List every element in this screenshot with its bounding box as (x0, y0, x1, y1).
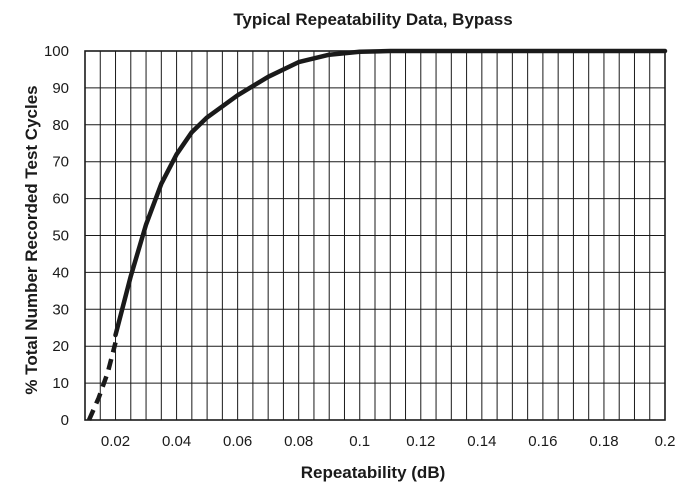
y-tick-label: 100 (44, 43, 69, 60)
y-tick-label: 70 (52, 154, 69, 171)
x-tick-label: 0.08 (284, 433, 313, 450)
y-tick-label: 30 (52, 301, 69, 318)
series-layer (86, 48, 668, 421)
y-axis-label: % Total Number Recorded Test Cycles (22, 85, 41, 394)
y-tick-label: 10 (52, 375, 69, 392)
y-tick-label: 60 (52, 191, 69, 208)
series-line-dashed (86, 341, 118, 421)
x-tick-label: 0.2 (655, 433, 676, 450)
x-axis-label: Repeatability (dB) (301, 463, 446, 482)
y-tick-label: 20 (52, 338, 69, 355)
y-tick-label: 80 (52, 117, 69, 134)
chart-title: Typical Repeatability Data, Bypass (233, 10, 512, 29)
x-tick-label: 0.06 (223, 433, 252, 450)
x-tick-label: 0.02 (101, 433, 130, 450)
y-tick-label: 50 (52, 228, 69, 245)
grid (84, 50, 666, 421)
y-axis-ticks: 0 10 20 30 40 50 60 70 80 90 100 (44, 43, 69, 429)
x-tick-label: 0.18 (589, 433, 618, 450)
x-tick-label: 0.04 (162, 433, 191, 450)
x-tick-label: 0.12 (406, 433, 435, 450)
y-tick-label: 40 (52, 264, 69, 281)
x-axis-ticks: 0.02 0.04 0.06 0.08 0.1 0.12 0.14 0.16 0.18 0.2 (101, 433, 676, 450)
y-tick-label: 0 (61, 412, 69, 429)
y-tick-label: 90 (52, 80, 69, 97)
series-line-solid (113, 48, 668, 338)
x-tick-label: 0.16 (528, 433, 557, 450)
x-tick-label: 0.1 (349, 433, 370, 450)
x-tick-label: 0.14 (467, 433, 496, 450)
